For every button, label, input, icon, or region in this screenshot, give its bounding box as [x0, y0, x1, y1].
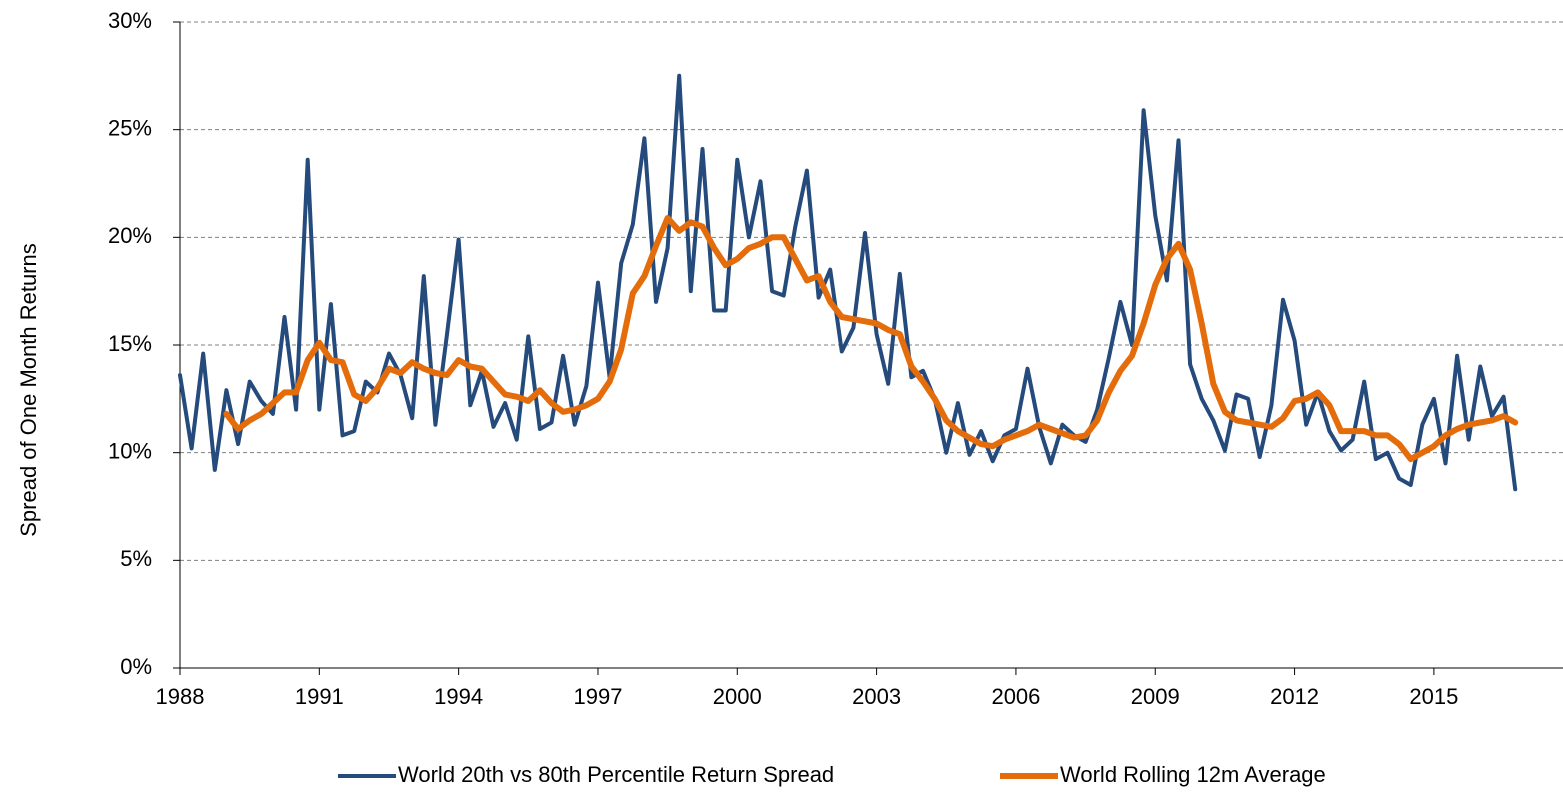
x-tick-label: 2015 — [1409, 684, 1458, 709]
y-tick-label: 5% — [120, 546, 152, 571]
y-tick-label: 10% — [108, 438, 152, 463]
x-tick-label: 1994 — [434, 684, 483, 709]
y-tick-label: 25% — [108, 115, 152, 140]
x-tick-label: 2003 — [852, 684, 901, 709]
y-axis-label: Spread of One Month Returns — [16, 243, 41, 537]
y-tick-label: 20% — [108, 223, 152, 248]
series-line — [223, 215, 1519, 463]
x-tick-label: 1991 — [295, 684, 344, 709]
x-tick-label: 1997 — [573, 684, 622, 709]
x-tick-label: 1988 — [156, 684, 205, 709]
x-tick-label: 2012 — [1270, 684, 1319, 709]
x-tick-label: 2009 — [1131, 684, 1180, 709]
y-tick-label: 0% — [120, 654, 152, 679]
series-line — [178, 73, 1518, 492]
legend-label: World Rolling 12m Average — [1060, 762, 1326, 787]
x-tick-label: 2006 — [991, 684, 1040, 709]
x-tick-label: 2000 — [713, 684, 762, 709]
y-tick-label: 15% — [108, 331, 152, 356]
y-tick-label: 30% — [108, 8, 152, 33]
legend-label: World 20th vs 80th Percentile Return Spr… — [398, 762, 834, 787]
